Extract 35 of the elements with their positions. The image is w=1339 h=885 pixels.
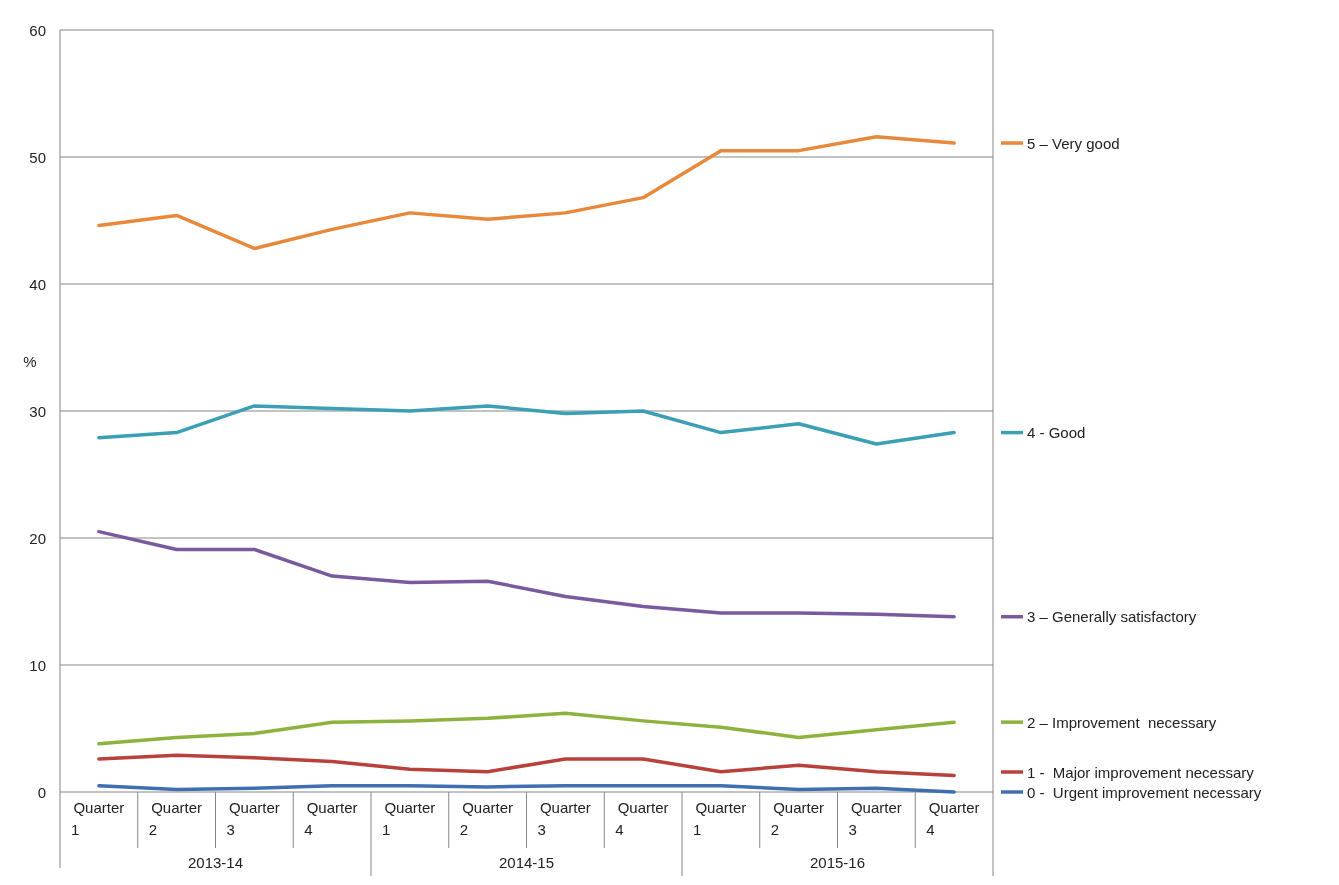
- y-tick-label: 0: [37, 783, 46, 801]
- y-tick-label: 40: [29, 275, 46, 293]
- y-axis-title: %: [23, 352, 37, 370]
- legend-label: 0 - Urgent improvement necessary: [1027, 783, 1262, 801]
- x-tick-label: Quarter 2: [148, 799, 203, 838]
- y-tick-label: 20: [29, 529, 46, 547]
- x-tick-label: Quarter 1: [692, 799, 747, 838]
- legend-label: 2 – Improvement necessary: [1027, 713, 1217, 731]
- text: 2015-16: [809, 854, 866, 871]
- legend-label: 1 - Major improvement necessary: [1027, 763, 1255, 781]
- text: 2014-15: [498, 854, 555, 871]
- line-series: [97, 783, 956, 794]
- line-series: [97, 711, 956, 746]
- line-series: [97, 529, 956, 619]
- y-tick-label: 60: [29, 21, 46, 39]
- x-tick-label: Quarter 3: [537, 799, 591, 838]
- x-tick-label: Quarter 4: [926, 799, 980, 838]
- x-tick-label: Quarter 2: [770, 799, 825, 838]
- x-tick-label: Quarter 4: [304, 799, 358, 838]
- x-tick-label: Quarter 2: [459, 799, 514, 838]
- legend-label: 4 - Good: [1027, 424, 1086, 442]
- line-series: [97, 753, 956, 778]
- x-tick-label: Quarter 3: [226, 799, 280, 838]
- text: 2013-14: [187, 854, 244, 871]
- y-tick-label: 50: [29, 148, 46, 166]
- x-tick-label: Quarter 1: [70, 799, 125, 838]
- line-series: [97, 404, 956, 446]
- legend-label: 5 – Very good: [1027, 134, 1120, 152]
- x-tick-label: Quarter 4: [615, 799, 669, 838]
- line-series: [97, 134, 956, 251]
- legend-label: 3 – Generally satisfactory: [1027, 608, 1197, 626]
- y-tick-label: 10: [29, 656, 46, 674]
- y-tick-label: 30: [29, 402, 46, 420]
- x-tick-label: Quarter 3: [848, 799, 902, 838]
- x-tick-label: Quarter 1: [381, 799, 436, 838]
